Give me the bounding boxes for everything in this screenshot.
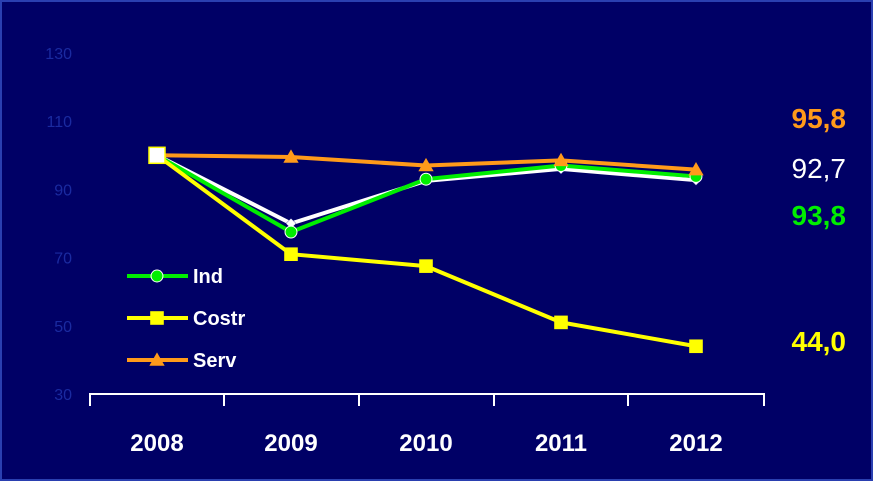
- x-tick-label: 2011: [535, 430, 587, 457]
- x-tick-label: 2009: [264, 430, 317, 457]
- data-point-costr: [554, 316, 568, 330]
- y-tick-label: 70: [54, 251, 72, 268]
- y-tick-label: 110: [46, 114, 72, 131]
- x-tick-label: 2012: [669, 430, 722, 457]
- data-point-costr: [419, 259, 433, 273]
- data-point-start-2008: [149, 147, 165, 163]
- end-value-label: 95,8: [792, 103, 847, 134]
- end-value-label: 44,0: [792, 326, 847, 357]
- end-value-label: 93,8: [792, 200, 847, 231]
- legend-swatch-marker: [151, 270, 163, 282]
- x-tick-label: 2010: [399, 430, 452, 457]
- y-tick-label: 30: [54, 387, 72, 404]
- legend-label: Ind: [193, 266, 223, 288]
- y-tick-label: 90: [54, 182, 72, 199]
- legend-swatch-marker: [150, 311, 164, 325]
- x-tick-label: 2008: [130, 430, 183, 457]
- y-tick-label: 50: [54, 319, 72, 336]
- data-point-ind: [420, 173, 432, 185]
- x-axis-ticks: [90, 394, 764, 406]
- legend: Ind Costr Serv: [127, 266, 245, 372]
- end-value-label: 92,7: [792, 153, 847, 184]
- y-tick-label: 130: [45, 46, 72, 63]
- x-axis-tick-labels: 2008 2009 2010 2011 2012: [130, 430, 722, 457]
- data-point-costr: [689, 339, 703, 353]
- legend-label: Costr: [193, 308, 245, 330]
- data-point-ind: [285, 226, 297, 238]
- data-point-costr: [284, 247, 298, 261]
- end-value-labels: 95,8 92,7 93,8 44,0: [792, 103, 847, 357]
- legend-label: Serv: [193, 350, 237, 372]
- y-axis-tick-labels: 30 50 70 90 110 130: [45, 46, 72, 404]
